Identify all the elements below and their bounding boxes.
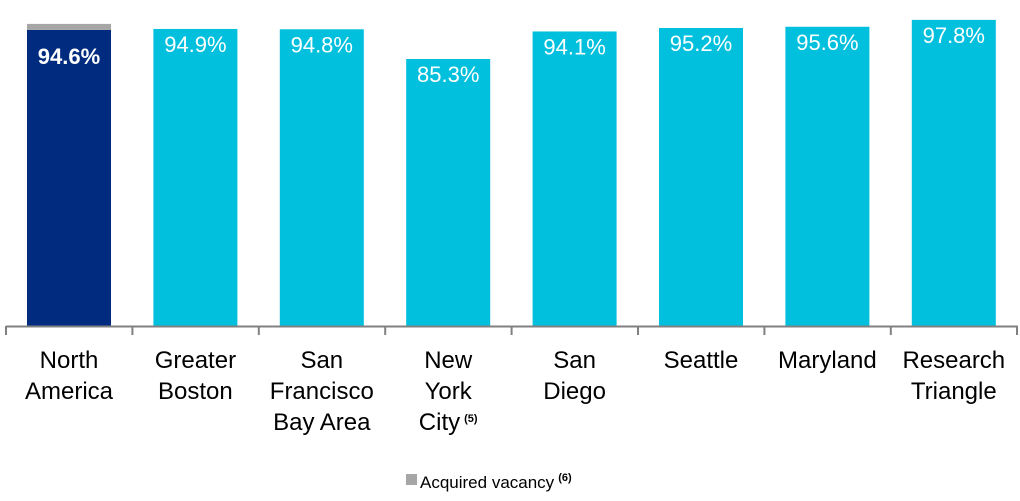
legend: Acquired vacancy (6) bbox=[406, 472, 572, 492]
legend-label-note: (6) bbox=[558, 472, 572, 484]
category-label-7: Research Triangle bbox=[902, 347, 1005, 405]
value-labels-group: 94.6% 94.9% 94.8% 85.3% 94.1% 95.2% 95.6% 97.8% bbox=[38, 23, 985, 87]
value-label-5: 95.2% bbox=[670, 31, 732, 56]
value-label-4: 94.1% bbox=[543, 34, 605, 59]
category-label-line: Francisco bbox=[270, 378, 374, 405]
bar-1 bbox=[153, 28, 238, 326]
category-label-6: Maryland bbox=[778, 347, 877, 374]
category-label-line: Research bbox=[902, 347, 1005, 374]
value-label-7: 97.8% bbox=[923, 23, 985, 48]
category-label-line: New bbox=[424, 347, 473, 374]
category-label-line: York bbox=[425, 378, 473, 405]
category-label-line: Boston bbox=[158, 378, 233, 405]
category-label-line: San bbox=[300, 347, 343, 374]
category-label-line: Maryland bbox=[778, 347, 877, 374]
value-label-6: 95.6% bbox=[796, 30, 858, 55]
value-label-0: 94.6% bbox=[38, 44, 100, 69]
category-label-5: Seattle bbox=[664, 347, 739, 374]
category-label-line: North bbox=[40, 347, 99, 374]
category-label-line: America bbox=[25, 378, 114, 405]
acquired-vacancy-segment-0 bbox=[27, 23, 111, 30]
bar-3 bbox=[406, 59, 491, 327]
bar-4 bbox=[532, 31, 617, 326]
bar-7 bbox=[911, 19, 996, 327]
bar-5 bbox=[659, 28, 743, 327]
bars-group bbox=[27, 19, 996, 327]
x-axis bbox=[5, 325, 1018, 335]
category-labels-group: North America Greater Boston San Francisco Bay… bbox=[25, 347, 1005, 436]
value-label-3: 85.3% bbox=[417, 62, 479, 87]
category-label-4: San Diego bbox=[543, 347, 606, 405]
category-label-line: Triangle bbox=[911, 378, 997, 405]
category-label-line: Seattle bbox=[664, 347, 739, 374]
value-label-2: 94.8% bbox=[291, 32, 353, 57]
bar-0 bbox=[27, 29, 111, 326]
category-label-line: Greater bbox=[155, 347, 236, 374]
value-label-1: 94.9% bbox=[164, 32, 226, 57]
legend-swatch-acquired-vacancy bbox=[406, 474, 417, 485]
category-label-1: Greater Boston bbox=[155, 347, 236, 405]
category-label-line: City bbox=[419, 409, 460, 436]
category-label-line: San bbox=[553, 347, 596, 374]
category-label-line: Diego bbox=[543, 378, 606, 405]
category-label-3: New York City (5) bbox=[419, 347, 478, 436]
bar-2 bbox=[279, 29, 364, 326]
category-label-2: San Francisco Bay Area bbox=[270, 347, 374, 436]
bar-6 bbox=[785, 26, 870, 326]
category-label-note: (5) bbox=[464, 413, 478, 425]
legend-label: Acquired vacancy (6) bbox=[420, 472, 572, 492]
legend-label-text: Acquired vacancy bbox=[420, 473, 555, 492]
category-label-line: Bay Area bbox=[273, 409, 371, 436]
category-label-0: North America bbox=[25, 347, 114, 405]
